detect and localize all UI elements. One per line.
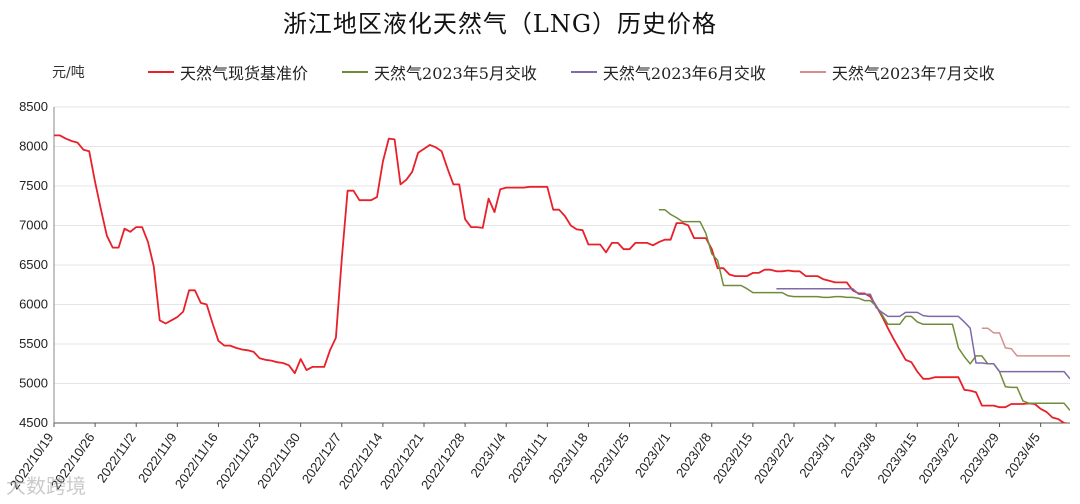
- x-tick-label: 2023/3/29: [957, 430, 1002, 486]
- x-tick-label: 2023/2/15: [710, 430, 755, 486]
- legend-item-june[interactable]: 天然气2023年6月交收: [570, 60, 766, 84]
- series-line-june: [776, 287, 1070, 380]
- y-tick-label: 7500: [19, 178, 48, 193]
- x-tick-label: 2023/4/5: [1002, 430, 1043, 480]
- x-tick-label: 2023/2/8: [673, 430, 714, 480]
- x-tick-label: 2023/1/4: [467, 430, 508, 480]
- chart-title: 浙江地区液化天然气（LNG）历史价格: [282, 10, 718, 38]
- series-line-july: [981, 327, 1070, 357]
- legend-item-july[interactable]: 天然气2023年7月交收: [799, 60, 995, 84]
- legend-swatch-june: [570, 71, 597, 73]
- x-tick-label: 2023/3/8: [837, 430, 878, 480]
- legend-swatch-may: [342, 71, 369, 73]
- y-tick-label: 4500: [19, 415, 48, 430]
- x-tick-label: 2023/3/15: [874, 430, 919, 486]
- legend-item-may[interactable]: 天然气2023年5月交收: [342, 60, 537, 84]
- y-tick-label: 8000: [19, 139, 48, 154]
- y-tick-label: 7000: [19, 218, 48, 233]
- watermark-text: 大数跨境: [6, 474, 86, 498]
- legend-label-july: 天然气2023年7月交收: [831, 64, 995, 83]
- y-tick-label: 8500: [19, 99, 48, 114]
- x-tick-label: 2023/2/22: [751, 430, 796, 486]
- legend-label-june: 天然气2023年6月交收: [602, 64, 766, 83]
- x-tick-label: 2023/3/22: [915, 430, 960, 486]
- y-tick-label: 6000: [19, 297, 48, 312]
- x-tick-label: 2022/11/2: [94, 430, 139, 485]
- legend-label-may: 天然气2023年5月交收: [374, 64, 537, 83]
- x-tick-label: 2023/1/25: [587, 430, 632, 486]
- y-tick-label: 6500: [19, 257, 48, 272]
- y-tick-label: 5000: [19, 376, 48, 391]
- y-unit-label: 元/吨: [52, 65, 85, 81]
- x-tick-label: 2023/2/1: [632, 430, 673, 480]
- legend: 天然气现货基准价 天然气2023年5月交收 天然气2023年6月交收 天然气20…: [148, 60, 1029, 84]
- x-tick-label: 2022/11/9: [135, 430, 180, 485]
- legend-item-spot[interactable]: 天然气现货基准价: [148, 60, 308, 84]
- legend-label-spot: 天然气现货基准价: [180, 64, 309, 83]
- x-tick-label: 2023/1/11: [505, 430, 550, 485]
- x-tick-label: 2023/1/18: [545, 430, 590, 486]
- series-line-may: [658, 208, 1070, 411]
- legend-swatch-july: [799, 71, 826, 73]
- series-line-spot: [54, 134, 1070, 423]
- legend-swatch-spot: [148, 71, 174, 73]
- y-tick-label: 5500: [19, 336, 48, 351]
- x-tick-label: 2023/3/1: [796, 430, 837, 480]
- x-tick-label: 2022/12/7: [299, 430, 344, 486]
